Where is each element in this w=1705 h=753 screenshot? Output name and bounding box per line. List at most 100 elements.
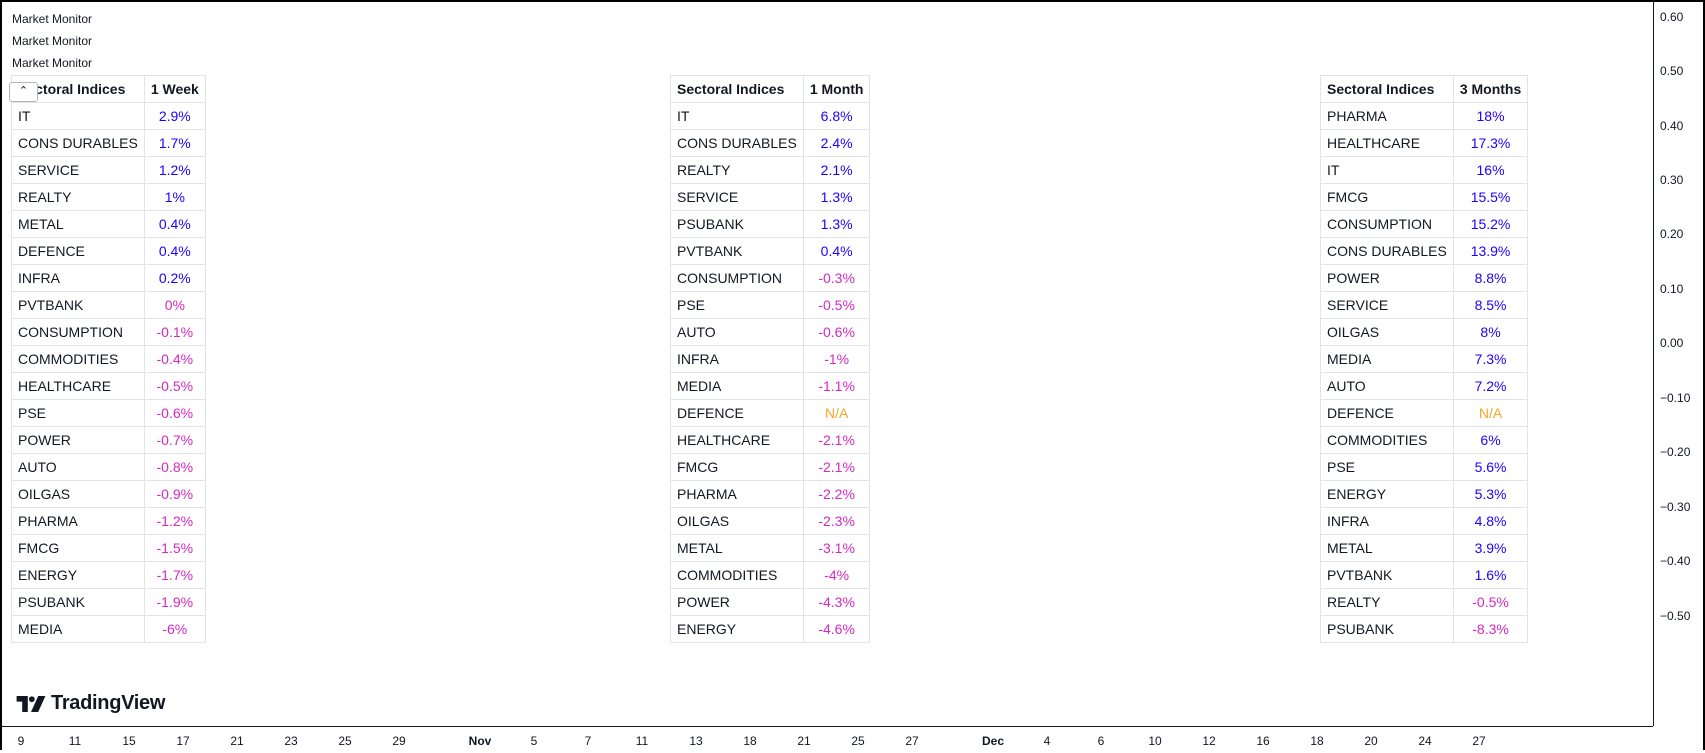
sector-name-cell: SERVICE	[670, 183, 804, 211]
sector-change-cell: -1.5%	[143, 534, 206, 562]
price-tick-label: −0.20	[1660, 445, 1691, 459]
time-tick-label: 17	[176, 734, 190, 748]
time-tick-label: Dec	[981, 734, 1005, 748]
table-row: PVTBANK 0%	[11, 291, 206, 319]
price-tick-label: −0.30	[1660, 500, 1691, 514]
table-row: PHARMA -2.2%	[670, 480, 871, 508]
sector-change-cell: 1.3%	[802, 183, 871, 211]
sector-name-cell: CONS DURABLES	[1320, 237, 1454, 265]
sector-change-cell: 3.9%	[1452, 534, 1529, 562]
sector-change-cell: -2.1%	[802, 426, 871, 454]
chart-plot-area[interactable]: Market Monitor Market Monitor Market Mon…	[2, 2, 1653, 726]
sector-change-cell: 0.4%	[802, 237, 871, 265]
time-tick-label: 4	[1043, 734, 1051, 748]
sector-change-cell: -1.7%	[143, 561, 206, 589]
sector-name-cell: MEDIA	[11, 615, 145, 643]
sector-change-cell: 5.3%	[1452, 480, 1529, 508]
sector-name-cell: OILGAS	[11, 480, 145, 508]
table-row: COMMODITIES -4%	[670, 561, 871, 589]
sector-name-cell: HEALTHCARE	[1320, 129, 1454, 157]
sector-name-cell: FMCG	[11, 534, 145, 562]
sector-name-cell: HEALTHCARE	[670, 426, 804, 454]
tradingview-logo-icon	[16, 695, 46, 712]
tradingview-logo[interactable]: TradingView	[16, 692, 165, 715]
time-tick-label: 5	[530, 734, 538, 748]
sector-change-cell: 15.2%	[1452, 210, 1529, 238]
sector-change-cell: 2.1%	[802, 156, 871, 184]
indicator-legend-2[interactable]: Market Monitor	[12, 34, 93, 48]
sector-name-cell: IT	[1320, 156, 1454, 184]
sector-change-cell: -0.9%	[143, 480, 206, 508]
sector-name-cell: CONSUMPTION	[1320, 210, 1454, 238]
table-row: DEFENCE N/A	[1320, 399, 1529, 427]
price-scale[interactable]: 0.60 0.50 0.40 0.30 0.20 0.10 0.00 −0.10 −0.20 −0…	[1653, 2, 1705, 726]
sector-name-cell: PSE	[11, 399, 145, 427]
sector-name-cell: DEFENCE	[11, 237, 145, 265]
sector-change-cell: N/A	[1452, 399, 1529, 427]
sector-name-cell: OILGAS	[1320, 318, 1454, 346]
sector-name-cell: PHARMA	[670, 480, 804, 508]
tradingview-wordmark: TradingView	[51, 692, 166, 714]
time-tick-label: 18	[1310, 734, 1324, 748]
table-row: OILGAS -0.9%	[11, 480, 206, 508]
sector-name-cell: POWER	[11, 426, 145, 454]
table-row: ENERGY -4.6%	[670, 615, 871, 643]
table-row: DEFENCE 0.4%	[11, 237, 206, 265]
table-row: IT 16%	[1320, 156, 1529, 184]
table-row: MEDIA -6%	[11, 615, 206, 643]
price-tick-label: 0.10	[1660, 282, 1684, 296]
time-tick-label: 25	[338, 734, 352, 748]
sector-name-cell: INFRA	[1320, 507, 1454, 535]
indicator-legend-1[interactable]: Market Monitor	[12, 12, 93, 26]
price-tick-label: 0.30	[1660, 173, 1684, 187]
sector-change-cell: 17.3%	[1452, 129, 1529, 157]
price-tick-label: 0.60	[1660, 10, 1684, 24]
sector-name-cell: PVTBANK	[670, 237, 804, 265]
sector-name-cell: PVTBANK	[1320, 561, 1454, 589]
sector-name-cell: HEALTHCARE	[11, 372, 145, 400]
sector-change-cell: -0.4%	[143, 345, 206, 373]
sector-change-cell: 7.2%	[1452, 372, 1529, 400]
sector-name-cell: ENERGY	[11, 561, 145, 589]
sector-name-cell: INFRA	[670, 345, 804, 373]
time-tick-label: 29	[392, 734, 406, 748]
time-tick-label: 6	[1097, 734, 1105, 748]
sector-change-cell: 0.2%	[143, 264, 206, 292]
sector-name-cell: ENERGY	[670, 615, 804, 643]
sector-name-cell: PSUBANK	[670, 210, 804, 238]
time-scale[interactable]: 9 11 15 17 21 23 25 29 Nov 5 7 11 13 18 21 25 27 Dec 4 6 10 1…	[2, 726, 1653, 753]
table-row: PSUBANK -1.9%	[11, 588, 206, 616]
sector-name-cell: COMMODITIES	[670, 561, 804, 589]
time-tick-label: 20	[1364, 734, 1378, 748]
sector-change-cell: 7.3%	[1452, 345, 1529, 373]
table-row: HEALTHCARE -0.5%	[11, 372, 206, 400]
indicator-legend-3[interactable]: Market Monitor	[12, 56, 93, 70]
table-row: POWER -0.7%	[11, 426, 206, 454]
table-row: DEFENCE N/A	[670, 399, 871, 427]
table-row: CONS DURABLES 1.7%	[11, 129, 206, 157]
table-row: HEALTHCARE -2.1%	[670, 426, 871, 454]
sector-name-cell: DEFENCE	[1320, 399, 1454, 427]
collapse-legend-button[interactable]: ⌃	[9, 82, 38, 102]
sector-name-cell: MEDIA	[670, 372, 804, 400]
time-tick-label: 15	[122, 734, 136, 748]
sector-name-cell: IT	[670, 102, 804, 130]
price-tick-label: 0.40	[1660, 119, 1684, 133]
table-row: PHARMA -1.2%	[11, 507, 206, 535]
price-tick-label: −0.40	[1660, 554, 1691, 568]
table-row: COMMODITIES -0.4%	[11, 345, 206, 373]
table-row: PSE -0.6%	[11, 399, 206, 427]
sector-change-cell: 8.5%	[1452, 291, 1529, 319]
table-row: MEDIA -1.1%	[670, 372, 871, 400]
sector-name-cell: CONSUMPTION	[11, 318, 145, 346]
time-tick-label: 24	[1418, 734, 1432, 748]
chevron-up-icon: ⌃	[18, 85, 29, 97]
table-row: METAL 3.9%	[1320, 534, 1529, 562]
sector-name-cell: PHARMA	[1320, 102, 1454, 130]
sector-table-3-months: Sectoral Indices 3 Months PHARMA 18% HEALT…	[1320, 75, 1529, 643]
time-tick-label: 11	[635, 734, 649, 748]
sector-name-cell: FMCG	[670, 453, 804, 481]
table-row: OILGAS -2.3%	[670, 507, 871, 535]
sector-change-cell: -0.7%	[143, 426, 206, 454]
table-row: PVTBANK 0.4%	[670, 237, 871, 265]
